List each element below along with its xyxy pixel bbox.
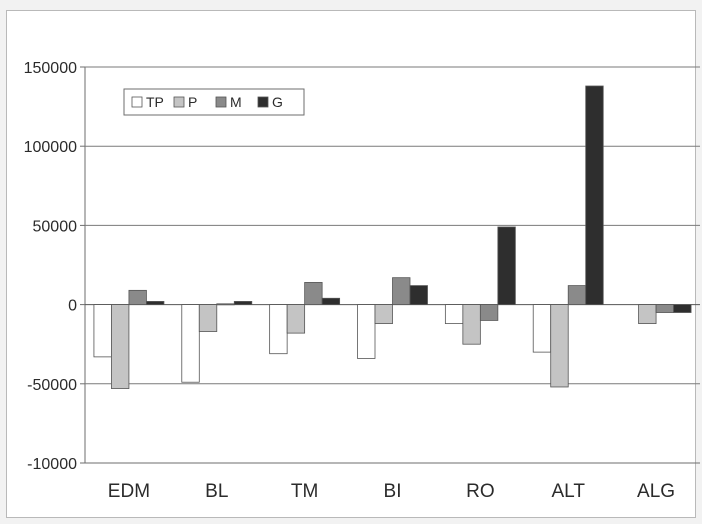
bar-g-bl [233,301,253,306]
y-axis-ticks: 150000 100000 50000 0 -50000 -10000 [24,60,77,473]
bar-g-bi [409,285,428,306]
x-axis-ticks: EDM BL TM BI RO ALT ALG [108,481,675,502]
bar-tp-tm [269,304,288,355]
bar-p-ro [462,304,481,345]
bars [93,85,692,389]
x-tick-label: ALT [551,481,585,502]
bar-g-alg [673,304,692,313]
bar-tp-bl [181,304,200,383]
bar-tp-alt [532,304,552,353]
y-tick-label: -10000 [27,456,77,473]
x-tick-label: ALG [637,481,675,502]
bar-m-tm [304,282,323,306]
bar-g-ro [497,226,516,305]
y-tick-label: 100000 [24,139,77,156]
x-tick-label: EDM [108,481,150,502]
gridlines [80,66,700,464]
bar-p-alt [550,304,569,388]
bar-tp-bi [357,304,376,359]
bar-g-tm [321,297,341,306]
bar-m-alg [655,304,674,313]
x-tick-label: BL [205,481,228,502]
bar-p-bi [374,304,393,325]
bar-g-edm [146,301,165,306]
legend: TP P M G [123,88,305,116]
bar-p-tm [286,304,306,334]
legend-swatch-m [215,96,227,108]
legend-swatch-p [173,96,185,108]
chart-frame [6,10,696,518]
y-tick-label: 0 [68,298,77,315]
bar-tp-edm [93,304,112,358]
bar-m-alt [567,285,587,306]
legend-label-p: P [188,94,197,110]
y-tick-label: -50000 [27,377,77,394]
y-tick-label: 50000 [33,218,78,235]
x-tick-label: BI [384,481,402,502]
bar-p-bl [198,304,218,332]
legend-label-tp: TP [146,94,164,110]
bar-m-ro [479,304,499,321]
legend-label-m: M [230,94,242,110]
bar-g-alt [585,85,604,305]
bar-m-bi [392,277,411,305]
bar-m-edm [128,289,147,305]
bar-m-bl [216,303,235,306]
legend-box [123,88,305,116]
x-tick-label: RO [466,481,495,502]
bar-tp-ro [444,304,464,325]
bar-p-edm [111,304,130,389]
legend-label-g: G [272,94,283,110]
legend-swatch-tp [131,96,143,108]
x-tick-label: TM [291,481,318,502]
y-tick-label: 150000 [24,60,77,77]
bar-p-alg [638,304,657,325]
legend-swatch-g [257,96,269,108]
